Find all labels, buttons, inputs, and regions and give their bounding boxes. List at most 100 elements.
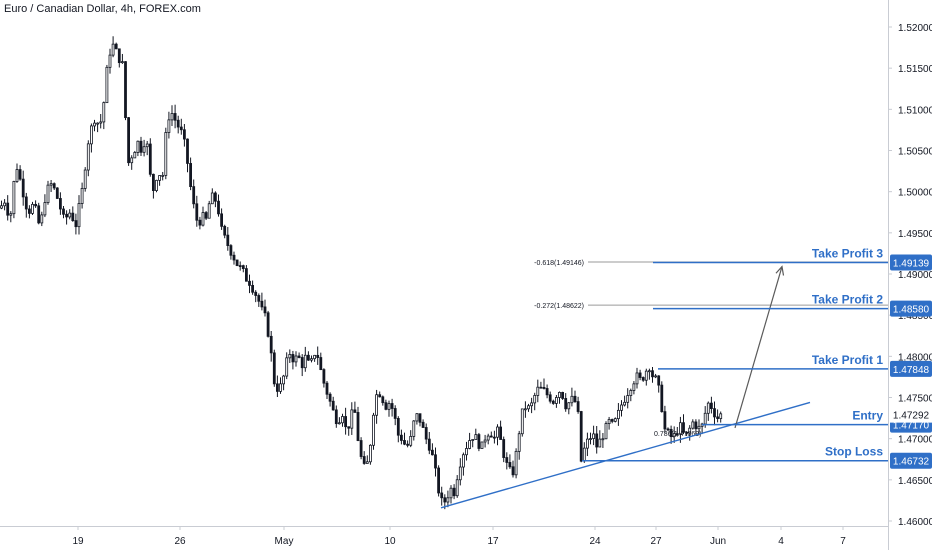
candle-body — [260, 300, 264, 308]
candle-body — [291, 354, 295, 363]
candle-body — [77, 203, 81, 228]
candle-body — [80, 187, 84, 204]
candle-body — [706, 402, 710, 414]
candle-body — [592, 433, 595, 439]
candle-body — [641, 377, 645, 381]
x-tick-label: 4 — [778, 536, 784, 547]
trendline — [440, 401, 811, 509]
chart-title: Euro / Canadian Dollar, 4h, FOREX.com — [4, 3, 201, 15]
y-tick-label: 1.48500 — [898, 311, 932, 322]
y-tick-label: 1.46000 — [898, 517, 932, 528]
candle-body — [145, 143, 149, 148]
candle-body — [527, 405, 530, 410]
candle-body — [43, 202, 47, 216]
candle-body — [573, 395, 577, 403]
candle-body — [285, 357, 289, 377]
candle-body — [322, 369, 326, 384]
candle-body — [121, 61, 124, 64]
candle-body — [390, 403, 394, 409]
level-price-label: 1.48580 — [893, 305, 930, 316]
candle-body — [607, 419, 611, 424]
candle-body — [688, 427, 692, 434]
candle-body — [220, 213, 224, 227]
candle-body — [158, 175, 162, 181]
candle-body — [170, 113, 174, 121]
candle-body — [235, 259, 239, 266]
candle-body — [558, 391, 561, 398]
candle-body — [672, 433, 676, 438]
candle-body — [74, 220, 78, 228]
candle-body — [226, 234, 230, 246]
candle-body — [638, 372, 642, 378]
candle-body — [207, 203, 211, 219]
y-tick-label: 1.52000 — [898, 23, 932, 34]
candle-body — [359, 440, 363, 457]
candle-body — [623, 401, 626, 406]
candle-body — [399, 434, 403, 441]
candle-body — [24, 196, 28, 210]
candle-body — [595, 433, 599, 448]
candle-body — [499, 426, 503, 440]
candle-body — [251, 285, 255, 293]
candle-body — [65, 213, 68, 218]
candle-body — [161, 174, 165, 177]
candle-body — [530, 402, 533, 407]
candle-body — [195, 203, 199, 221]
candle-body — [254, 291, 258, 296]
candle-body — [617, 409, 620, 420]
candle-body — [384, 402, 388, 410]
candle-body — [375, 394, 379, 416]
candle-body — [90, 125, 93, 145]
candle-body — [313, 354, 317, 360]
y-tick-label: 1.50000 — [898, 188, 932, 199]
candle-body — [542, 387, 546, 389]
x-tick-label: 19 — [72, 536, 84, 547]
candle-body — [272, 352, 276, 385]
candle-body — [657, 375, 661, 386]
candle-body — [694, 421, 698, 430]
candle-body — [492, 436, 496, 439]
candle-body — [303, 354, 307, 369]
candle-body — [223, 225, 227, 236]
candle-body — [133, 152, 137, 159]
candle-body — [275, 383, 279, 392]
candle-body — [368, 444, 372, 463]
candle-body — [427, 438, 431, 451]
y-tick-label: 1.51500 — [898, 64, 932, 75]
candle-body — [443, 497, 447, 503]
candle-body — [344, 416, 348, 428]
candle-body — [269, 335, 273, 354]
fib-label: -0.618(1.49146) — [534, 260, 584, 267]
candle-body — [62, 208, 65, 215]
candle-body — [347, 426, 351, 429]
candle-body — [257, 295, 261, 302]
candle-body — [3, 202, 6, 207]
level-price-label: 1.47170 — [893, 421, 930, 432]
candle-body — [18, 169, 22, 180]
candle-body — [238, 265, 242, 267]
candle-body — [586, 438, 589, 449]
candle-body — [567, 402, 571, 410]
candle-body — [536, 386, 540, 396]
level-price-tag — [890, 300, 932, 317]
candle-body — [679, 422, 682, 435]
candle-body — [124, 61, 127, 119]
candle-body — [449, 487, 453, 499]
candle-body — [545, 388, 549, 396]
candle-body — [198, 219, 202, 226]
candle-body — [350, 409, 354, 429]
candle-body — [461, 454, 465, 468]
candle-body — [697, 425, 701, 430]
candle-body — [626, 395, 630, 403]
y-tick-label: 1.50500 — [898, 147, 932, 158]
candle-body — [644, 370, 648, 381]
level-price-label: 1.49139 — [893, 259, 930, 270]
candle-body — [179, 126, 183, 131]
candle-body — [155, 179, 158, 191]
candle-body — [511, 466, 515, 476]
candle-body — [15, 169, 19, 182]
candle-body — [310, 358, 313, 361]
candle-body — [660, 384, 664, 413]
candle-body — [334, 409, 338, 425]
